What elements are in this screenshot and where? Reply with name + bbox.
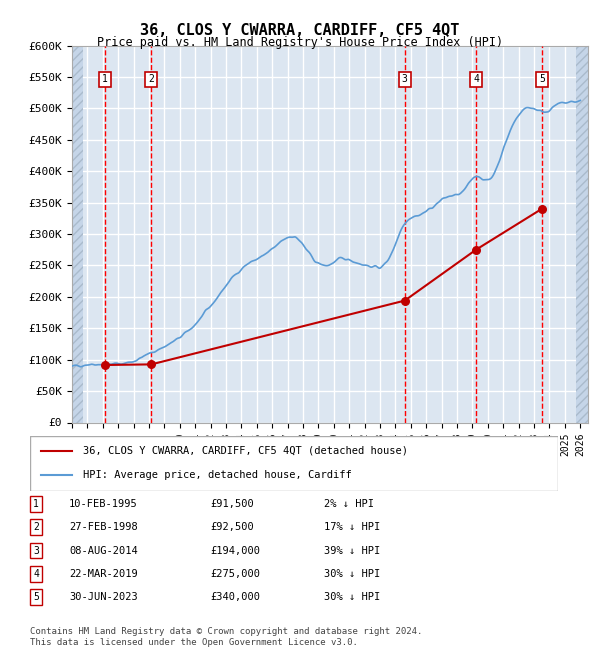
Text: 2: 2: [148, 75, 154, 84]
Text: 36, CLOS Y CWARRA, CARDIFF, CF5 4QT: 36, CLOS Y CWARRA, CARDIFF, CF5 4QT: [140, 23, 460, 38]
Text: 17% ↓ HPI: 17% ↓ HPI: [324, 522, 380, 532]
Text: 10-FEB-1995: 10-FEB-1995: [69, 499, 138, 509]
Text: 39% ↓ HPI: 39% ↓ HPI: [324, 545, 380, 556]
Text: 2: 2: [33, 522, 39, 532]
Text: Contains HM Land Registry data © Crown copyright and database right 2024.
This d: Contains HM Land Registry data © Crown c…: [30, 627, 422, 647]
FancyBboxPatch shape: [30, 436, 558, 491]
Text: 2% ↓ HPI: 2% ↓ HPI: [324, 499, 374, 509]
Point: [471, 244, 481, 255]
Text: £91,500: £91,500: [210, 499, 254, 509]
Point: [537, 203, 547, 214]
Text: 3: 3: [402, 75, 407, 84]
Point: [146, 359, 156, 370]
Bar: [575, 46, 588, 423]
Text: 5: 5: [33, 592, 39, 603]
Text: 30% ↓ HPI: 30% ↓ HPI: [324, 592, 380, 603]
Text: £92,500: £92,500: [210, 522, 254, 532]
Bar: [72, 46, 83, 423]
Point: [400, 295, 410, 306]
Text: Price paid vs. HM Land Registry's House Price Index (HPI): Price paid vs. HM Land Registry's House …: [97, 36, 503, 49]
Text: 3: 3: [33, 545, 39, 556]
Text: HPI: Average price, detached house, Cardiff: HPI: Average price, detached house, Card…: [83, 471, 352, 480]
Text: 30% ↓ HPI: 30% ↓ HPI: [324, 569, 380, 579]
Text: 5: 5: [539, 75, 545, 84]
Text: 27-FEB-1998: 27-FEB-1998: [69, 522, 138, 532]
Point: [100, 360, 109, 370]
Text: 36, CLOS Y CWARRA, CARDIFF, CF5 4QT (detached house): 36, CLOS Y CWARRA, CARDIFF, CF5 4QT (det…: [83, 446, 408, 456]
Text: £275,000: £275,000: [210, 569, 260, 579]
Text: 4: 4: [473, 75, 479, 84]
Text: 30-JUN-2023: 30-JUN-2023: [69, 592, 138, 603]
Text: 22-MAR-2019: 22-MAR-2019: [69, 569, 138, 579]
Text: £340,000: £340,000: [210, 592, 260, 603]
Text: £194,000: £194,000: [210, 545, 260, 556]
Text: 1: 1: [102, 75, 107, 84]
Text: 1: 1: [33, 499, 39, 509]
Text: 08-AUG-2014: 08-AUG-2014: [69, 545, 138, 556]
Text: 4: 4: [33, 569, 39, 579]
